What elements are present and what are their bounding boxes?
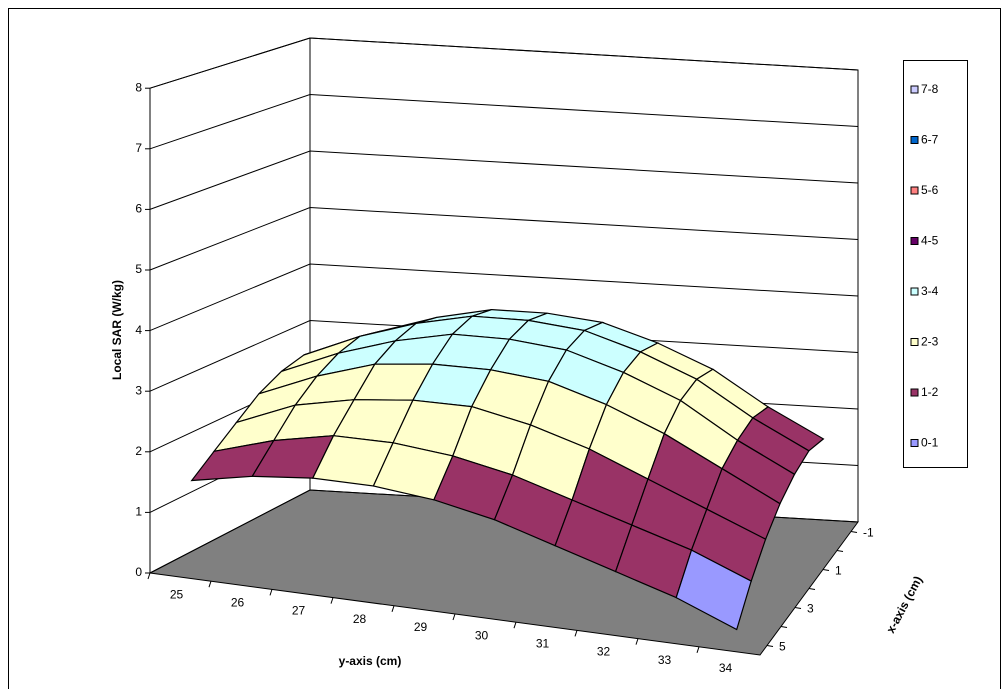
category-tick-label: 30 <box>475 628 489 642</box>
legend-label: 7-8 <box>921 82 939 96</box>
depth-tick-label: 1 <box>835 564 842 578</box>
z-tick-label: 3 <box>135 383 142 397</box>
category-tick <box>696 646 700 653</box>
category-tick <box>391 605 395 612</box>
depth-tick <box>836 550 844 552</box>
category-tick-label: 29 <box>414 620 428 634</box>
grid-line <box>149 263 859 332</box>
category-tick <box>452 613 456 621</box>
legend-swatch <box>910 338 919 346</box>
legend-swatch <box>910 237 919 245</box>
grid-line <box>149 319 859 392</box>
grid-line <box>149 93 859 150</box>
legend-swatch <box>910 186 919 195</box>
legend: 0-1 1-2 2-3 3-4 4-5 5-6 6-7 7-8 <box>910 82 939 450</box>
category-tick-label: 27 <box>292 604 306 618</box>
grid-line <box>149 37 859 89</box>
z-tick-label: 0 <box>135 565 142 579</box>
z-tick-label: 2 <box>135 444 142 458</box>
z-tick-label: 5 <box>135 262 142 276</box>
depth-tick-label: 3 <box>807 602 814 616</box>
legend-label: 3-4 <box>921 284 939 298</box>
legend-label: 2-3 <box>921 335 939 349</box>
depth-tick <box>794 607 802 609</box>
category-tick-label: 33 <box>658 653 672 667</box>
z-tick-label: 7 <box>135 141 142 155</box>
legend-label: 5-6 <box>921 183 939 197</box>
depth-tick <box>850 531 858 533</box>
category-tick-label: 26 <box>231 595 245 609</box>
surface-patch <box>675 549 752 631</box>
category-tick-label: 28 <box>353 612 367 626</box>
depth-tick <box>780 626 788 628</box>
category-tick <box>513 622 517 629</box>
category-axis-title: y-axis (cm) <box>339 654 402 668</box>
category-tick <box>635 638 639 645</box>
depth-tick <box>766 645 774 647</box>
legend-swatch <box>910 136 919 144</box>
depth-tick-label: -1 <box>863 526 874 540</box>
z-tick-label: 4 <box>135 323 142 337</box>
z-axis-title: Local SAR (W/kg) <box>110 280 124 380</box>
category-tick <box>208 581 212 588</box>
category-tick-label: 31 <box>536 636 550 650</box>
legend-label: 0-1 <box>921 436 939 450</box>
category-tick-label: 25 <box>170 587 184 601</box>
z-tick-label: 8 <box>135 80 142 94</box>
category-tick <box>574 630 578 637</box>
depth-tick-label: 5 <box>779 640 786 654</box>
category-tick-label: 34 <box>719 661 733 675</box>
legend-swatch <box>910 388 919 397</box>
depth-tick <box>808 588 816 590</box>
category-tick <box>147 572 151 580</box>
depth-tick <box>822 569 830 571</box>
category-tick <box>330 597 334 604</box>
grid-line <box>149 150 859 210</box>
legend-label: 4-5 <box>921 234 939 248</box>
z-tick-label: 6 <box>135 202 142 216</box>
legend-swatch <box>910 85 919 94</box>
legend-label: 1-2 <box>921 385 939 399</box>
legend-box <box>903 60 968 468</box>
category-tick-label: 32 <box>597 645 611 659</box>
legend-swatch <box>910 287 919 296</box>
legend-label: 6-7 <box>921 133 939 147</box>
category-tick <box>269 589 273 596</box>
z-tick-label: 1 <box>135 505 142 519</box>
legend-swatch <box>910 439 919 447</box>
grid-line <box>149 206 859 271</box>
